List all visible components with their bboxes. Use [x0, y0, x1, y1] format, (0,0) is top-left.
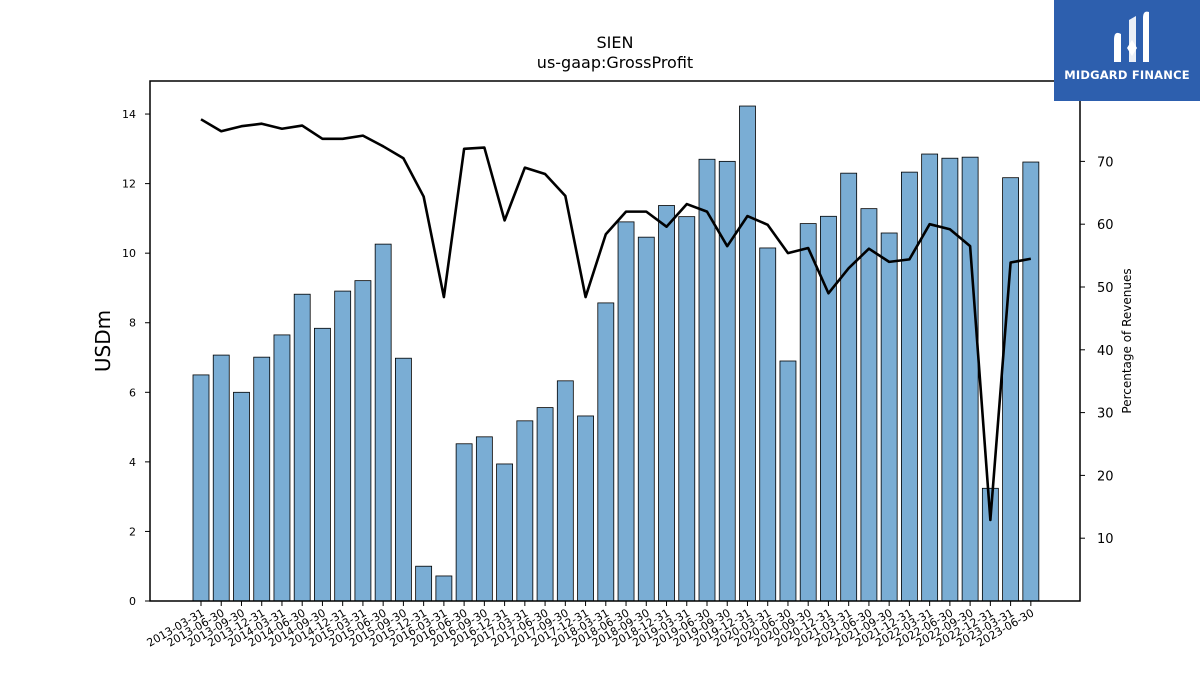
y2-tick-label: 40: [1097, 344, 1114, 359]
bar: [820, 215, 837, 602]
bar: [394, 357, 412, 602]
bar: [1002, 177, 1019, 602]
bar: [496, 463, 514, 602]
y-tick-label: 12: [122, 178, 136, 191]
bar: [293, 293, 311, 602]
x-axis: 2013-03-312013-06-302013-09-302013-12-31…: [145, 601, 1036, 650]
bar: [779, 360, 797, 602]
bar: [192, 374, 210, 602]
bar: [253, 356, 271, 602]
bar: [536, 407, 554, 602]
bar: [516, 420, 534, 602]
y2-tick-label: 70: [1097, 155, 1114, 170]
y2-tick-label: 30: [1097, 407, 1114, 422]
bar: [718, 160, 736, 602]
bar: [475, 436, 493, 602]
logo-text: MIDGARD FINANCE: [1064, 68, 1190, 82]
chart-title: SIEN: [597, 33, 634, 52]
bar: [840, 172, 858, 602]
bar: [678, 216, 696, 602]
bar: [415, 565, 433, 602]
bar: [435, 575, 453, 602]
line-series: [200, 118, 1032, 522]
y-axis-left: 0 2 4 6 8 10 12 14: [122, 108, 150, 608]
bar: [921, 153, 939, 602]
bar: [1022, 161, 1040, 602]
percentage-line: [200, 118, 1032, 522]
bar: [374, 243, 392, 602]
y-axis-right: 10 20 30 40 50 60 70: [1080, 155, 1114, 547]
bar: [314, 327, 331, 602]
chart-subtitle: us-gaap:GrossProfit: [537, 53, 693, 72]
bar: [961, 156, 979, 602]
y-tick-label: 4: [129, 456, 136, 469]
bar: [901, 171, 918, 602]
bar: [658, 205, 675, 602]
bar: [233, 391, 250, 602]
y-tick-label: 8: [129, 317, 136, 330]
bar: [455, 443, 473, 602]
bar: [860, 208, 878, 602]
bar: [880, 232, 898, 602]
bar: [739, 105, 756, 602]
y-tick-label: 10: [122, 247, 136, 260]
y2-axis-label: Percentage of Revenues: [1120, 268, 1134, 413]
bar: [556, 380, 574, 602]
bar: [334, 290, 352, 602]
bar: [759, 247, 777, 602]
bar: [941, 157, 959, 602]
bar: [698, 158, 716, 602]
y-axis-label: USDm: [91, 310, 115, 372]
bar: [637, 236, 655, 602]
y2-tick-label: 10: [1097, 532, 1114, 547]
y2-tick-label: 20: [1097, 469, 1114, 484]
y-tick-label: 6: [129, 386, 136, 399]
y-tick-label: 0: [129, 595, 136, 608]
brand-logo: MIDGARD FINANCE: [1054, 0, 1200, 101]
bar: [212, 354, 230, 602]
bar: [617, 221, 635, 602]
bar: [273, 334, 291, 602]
plot-frame: [149, 80, 1081, 602]
bar: [354, 280, 372, 602]
y2-tick-label: 60: [1097, 218, 1114, 233]
bar: [597, 302, 615, 602]
bar-series: [192, 105, 1040, 602]
bar: [799, 223, 817, 602]
y-tick-label: 14: [122, 108, 136, 121]
bar: [577, 415, 594, 602]
y2-tick-label: 50: [1097, 281, 1114, 296]
logo-mark-icon: [1114, 11, 1149, 63]
y-tick-label: 2: [129, 525, 136, 538]
